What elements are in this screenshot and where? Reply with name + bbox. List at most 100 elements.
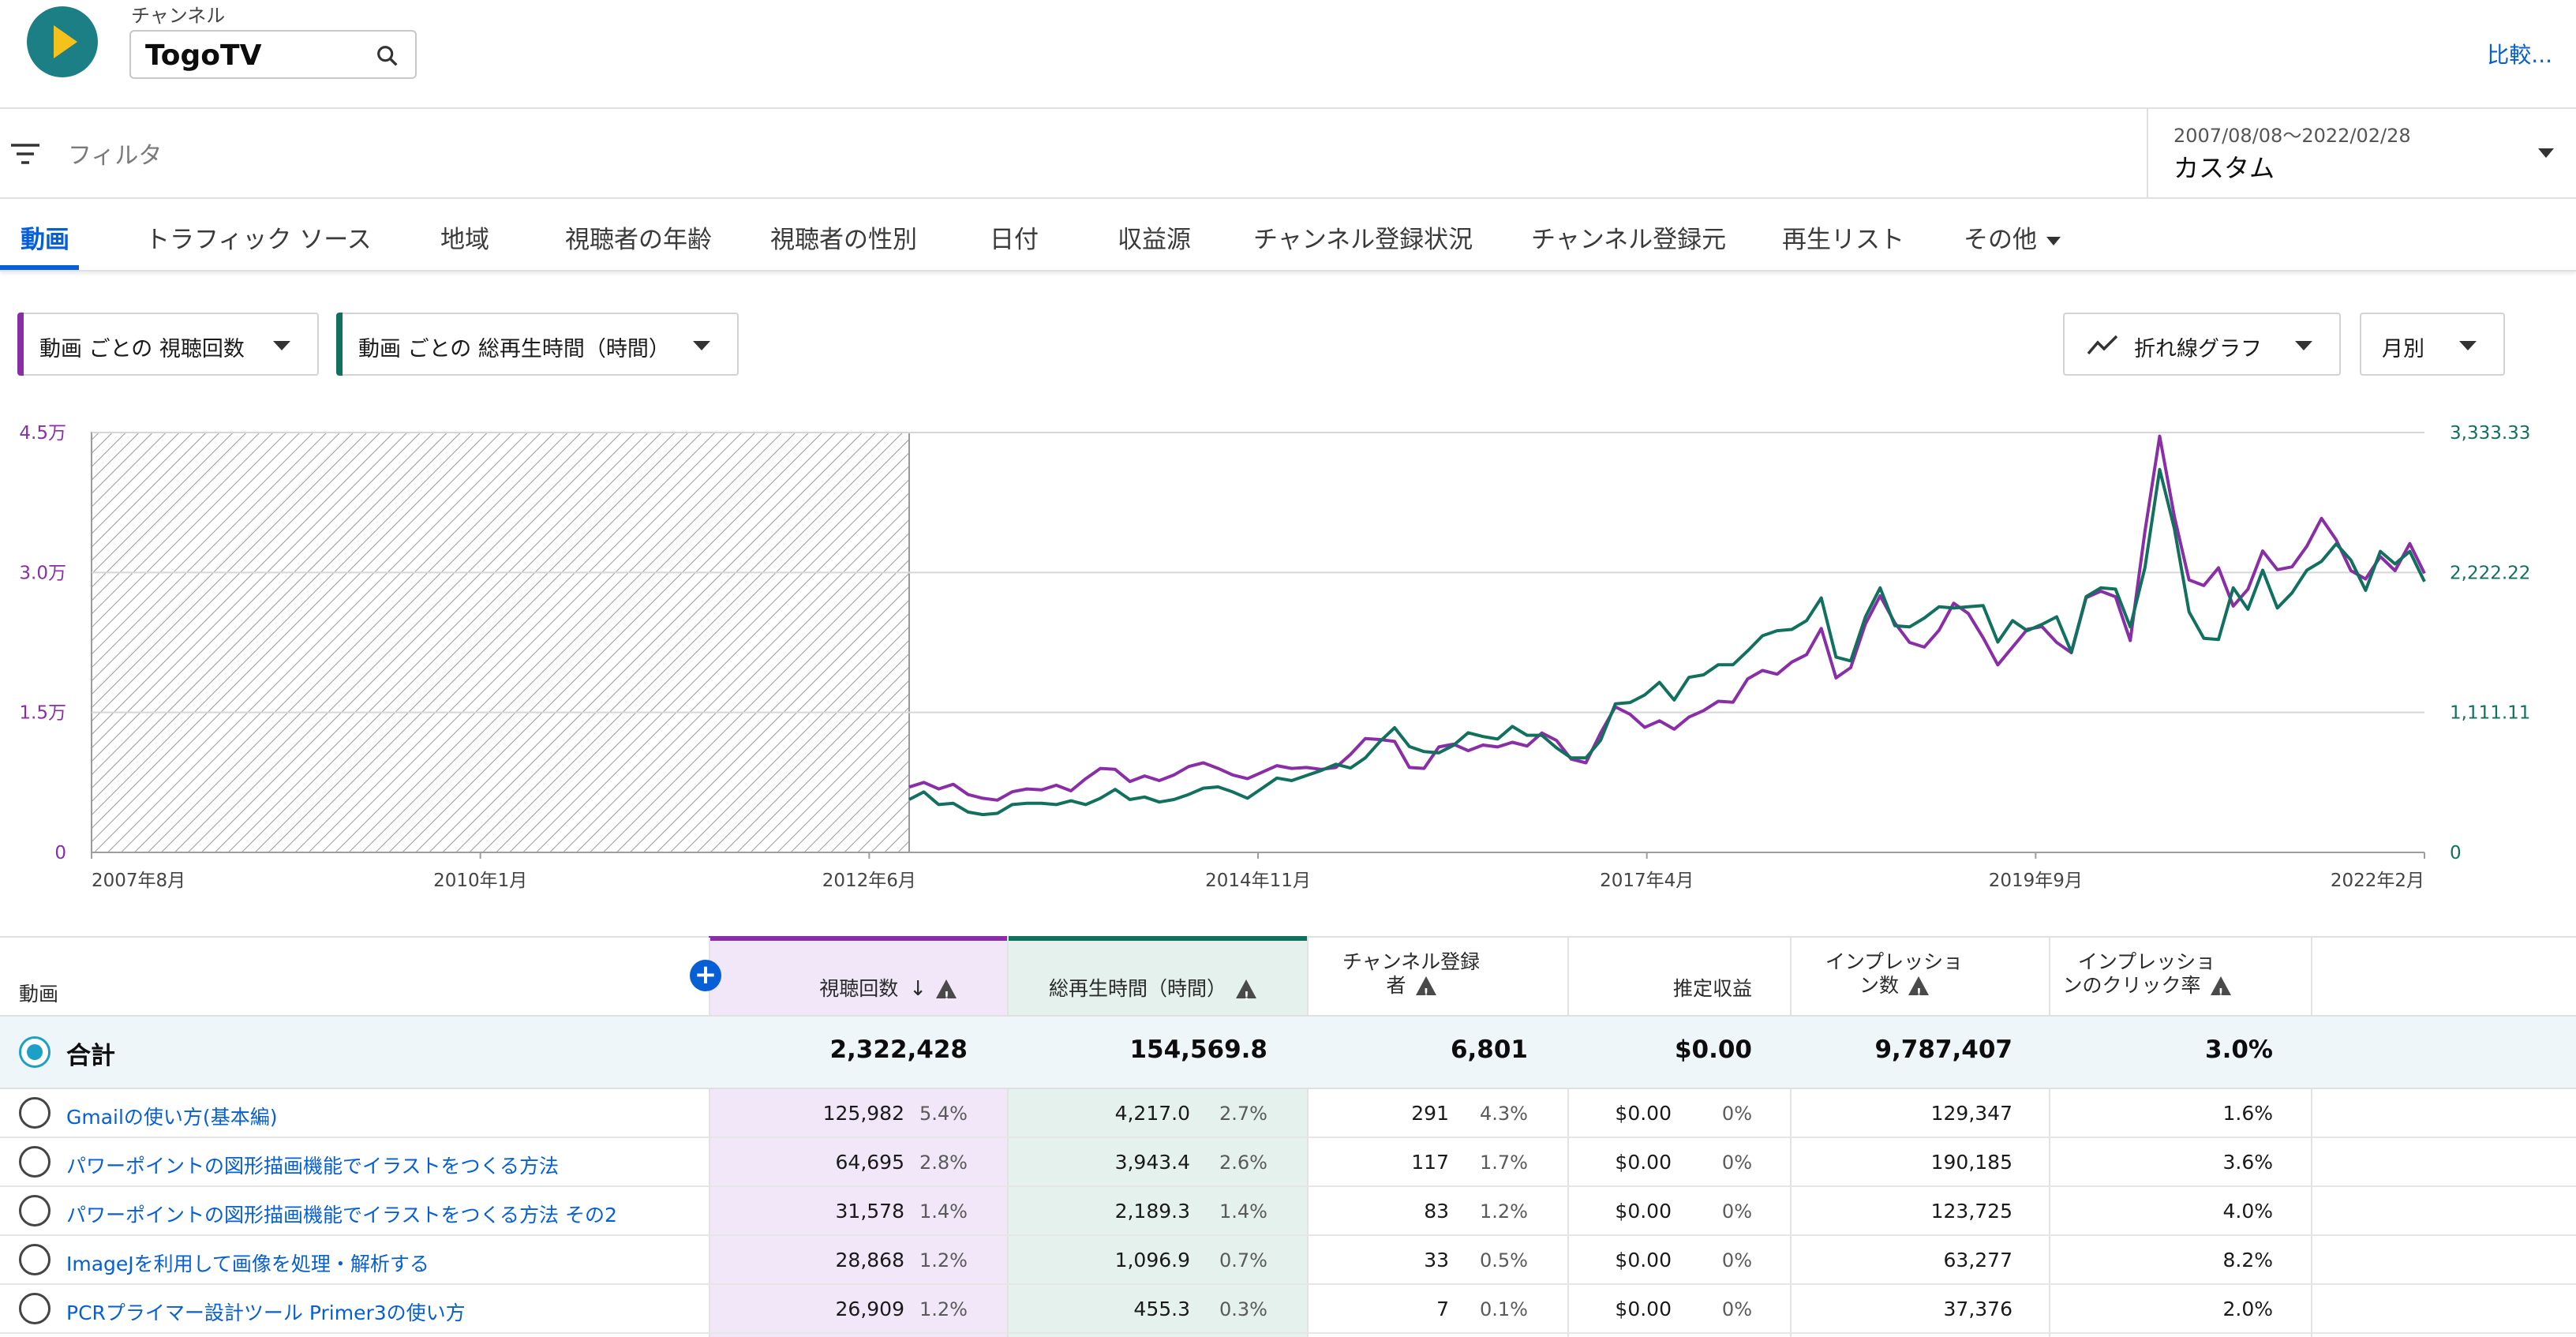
tab-more[interactable]: その他 <box>1964 219 2061 255</box>
revenue-percent: 0% <box>1721 1152 1752 1174</box>
chevron-down-icon <box>2459 341 2477 350</box>
line-chart-svg: 01.5万3.0万4.5万 01,111.112,222.223,333.33 … <box>19 423 2530 891</box>
watch-percent: 0.7% <box>1219 1249 1267 1271</box>
series-line-views[interactable] <box>908 434 2426 802</box>
video-title-link[interactable]: パワーポイントの図形描画機能でイラストをつくる方法 <box>66 1155 560 1178</box>
secondary-metric-label: 動画 ごとの 総再生時間（時間） <box>358 337 670 361</box>
watch-value: 4,217.0 <box>1114 1102 1190 1125</box>
secondary-metric-color-bar <box>336 313 343 376</box>
column-header-subscribers-line2: 者 <box>1386 974 1406 997</box>
ctr-value: 3.6% <box>2222 1151 2273 1174</box>
tab-subscription-source[interactable]: チャンネル登録元 <box>1531 226 1727 254</box>
tab-viewer-age[interactable]: 視聴者の年齢 <box>565 226 712 254</box>
data-table: 動画 + 視聴回数 ↓ 総再生時間（時間） チャンネル登録 者 推定収益 インプレ… <box>0 936 2576 1337</box>
column-header-subscribers[interactable]: チャンネル登録 者 <box>1293 950 1530 1005</box>
revenue-value: $0.00 <box>1615 1151 1672 1174</box>
chart-type-dropdown[interactable]: 折れ線グラフ <box>2063 313 2341 376</box>
radio-unselected-icon[interactable] <box>19 1244 51 1275</box>
radio-selected-icon[interactable] <box>19 1036 51 1068</box>
watch-percent: 2.7% <box>1219 1103 1267 1125</box>
ctr-value: 2.0% <box>2222 1298 2273 1320</box>
primary-metric-dropdown[interactable]: 動画 ごとの 視聴回数 <box>17 313 319 376</box>
tab-date[interactable]: 日付 <box>990 226 1039 254</box>
column-header-impressions[interactable]: インプレッショ ン数 <box>1776 950 2012 1005</box>
tab-traffic-source[interactable]: トラフィック ソース <box>145 226 372 254</box>
subscribers-value: 291 <box>1411 1102 1449 1125</box>
warning-icon <box>1908 976 1929 1005</box>
video-title-link[interactable]: Gmailの使い方(基本編) <box>66 1106 278 1129</box>
views-column-accent <box>709 936 1007 941</box>
views-value: 64,695 <box>835 1151 904 1174</box>
search-icon[interactable] <box>374 43 401 69</box>
no-data-hatched-area <box>91 432 910 853</box>
secondary-metric-dropdown[interactable]: 動画 ごとの 総再生時間（時間） <box>336 313 739 376</box>
subscribers-value: 83 <box>1424 1200 1449 1223</box>
y-left-tick-label: 0 <box>54 843 66 863</box>
chevron-down-icon <box>2538 148 2554 158</box>
revenue-value: $0.00 <box>1615 1298 1672 1320</box>
app-header: チャンネル TogoTV 比較... <box>0 0 2576 109</box>
table-row[interactable]: パワーポイントの図形描画機能でイラストをつくる方法 その2 31,578 1.4… <box>0 1187 2576 1236</box>
chevron-down-icon <box>693 341 710 350</box>
radio-unselected-icon[interactable] <box>19 1293 51 1324</box>
watch-percent: 1.4% <box>1219 1200 1267 1223</box>
radio-unselected-icon[interactable] <box>19 1097 51 1129</box>
active-tab-indicator <box>0 265 79 270</box>
table-row[interactable]: PCRプライマー設計ツール Primer3の使い方 26,909 1.2% 45… <box>0 1285 2576 1334</box>
filter-icon[interactable] <box>9 140 41 167</box>
watch-value: 2,189.3 <box>1114 1200 1190 1223</box>
tab-geography[interactable]: 地域 <box>440 226 489 254</box>
radio-unselected-icon[interactable] <box>19 1195 51 1227</box>
tab-subscription-status[interactable]: チャンネル登録状況 <box>1253 226 1473 254</box>
revenue-value: $0.00 <box>1615 1249 1672 1271</box>
sort-down-icon: ↓ <box>909 977 927 1001</box>
table-total-row[interactable]: 合計 2,322,428 154,569.8 6,801 $0.00 9,787… <box>0 1015 2576 1089</box>
tab-playlists[interactable]: 再生リスト <box>1782 226 1904 254</box>
series-line-watch-time[interactable] <box>908 467 2426 817</box>
chevron-down-icon <box>273 341 290 350</box>
impressions-value: 190,185 <box>1930 1151 2012 1174</box>
x-tick-label: 2007年8月 <box>92 871 185 891</box>
primary-metric-label: 動画 ごとの 視聴回数 <box>39 337 245 361</box>
total-label: 合計 <box>66 1042 115 1070</box>
table-row[interactable]: パワーポイントの図形描画機能でイラストをつくる方法 64,695 2.8% 3,… <box>0 1138 2576 1187</box>
video-title-link[interactable]: パワーポイントの図形描画機能でイラストをつくる方法 その2 <box>66 1204 617 1227</box>
column-header-views[interactable]: 視聴回数 ↓ <box>819 977 957 1008</box>
watch-time-column-accent <box>1009 936 1307 941</box>
subscribers-percent: 0.1% <box>1480 1298 1528 1320</box>
date-range-selector[interactable]: 2007/08/08～2022/02/28 カスタム <box>2147 109 2576 197</box>
total-views: 2,322,428 <box>829 1036 968 1064</box>
y-right-tick-label: 1,111.11 <box>2450 703 2530 724</box>
date-range-text: 2007/08/08～2022/02/28 <box>2174 125 2411 147</box>
warning-icon <box>1236 979 1256 1008</box>
radio-unselected-icon[interactable] <box>19 1146 51 1178</box>
total-subscribers: 6,801 <box>1450 1036 1528 1064</box>
interval-dropdown[interactable]: 月別 <box>2360 313 2505 376</box>
column-header-ctr[interactable]: インプレッショ ンのクリック率 <box>2020 950 2273 1005</box>
tab-viewer-gender[interactable]: 視聴者の性別 <box>770 226 917 254</box>
filter-input[interactable]: フィルタ <box>68 142 163 170</box>
add-column-button[interactable]: + <box>690 960 721 991</box>
subscribers-percent: 4.3% <box>1480 1103 1528 1125</box>
x-tick-label: 2022年2月 <box>2331 871 2424 891</box>
column-header-revenue[interactable]: 推定収益 <box>1672 977 1752 1000</box>
table-row[interactable]: ImageJを利用して画像を処理・解析する 28,868 1.2% 1,096.… <box>0 1236 2576 1285</box>
tab-revenue-source[interactable]: 収益源 <box>1118 226 1191 254</box>
views-value: 26,909 <box>835 1298 904 1320</box>
total-impressions: 9,787,407 <box>1874 1036 2012 1064</box>
table-row[interactable]: Gmailの使い方(基本編) 125,982 5.4% 4,217.0 2.7%… <box>0 1089 2576 1138</box>
y-left-tick-label: 4.5万 <box>19 423 66 444</box>
channel-logo-icon[interactable] <box>27 6 98 77</box>
column-header-watch-time[interactable]: 総再生時間（時間） <box>1049 977 1256 1008</box>
impressions-value: 37,376 <box>1943 1298 2012 1320</box>
compare-button[interactable]: 比較... <box>2487 42 2552 68</box>
y-left-tick-label: 3.0万 <box>19 563 66 583</box>
video-title-link[interactable]: ImageJを利用して画像を処理・解析する <box>66 1253 429 1275</box>
column-header-video: 動画 <box>19 983 59 1006</box>
video-title-link[interactable]: PCRプライマー設計ツール Primer3の使い方 <box>66 1301 466 1324</box>
views-percent: 1.2% <box>919 1298 968 1320</box>
channel-selector[interactable]: TogoTV <box>129 30 417 79</box>
tab-videos[interactable]: 動画 <box>21 226 69 254</box>
chevron-down-icon <box>2295 341 2312 350</box>
views-percent: 1.4% <box>919 1200 968 1223</box>
